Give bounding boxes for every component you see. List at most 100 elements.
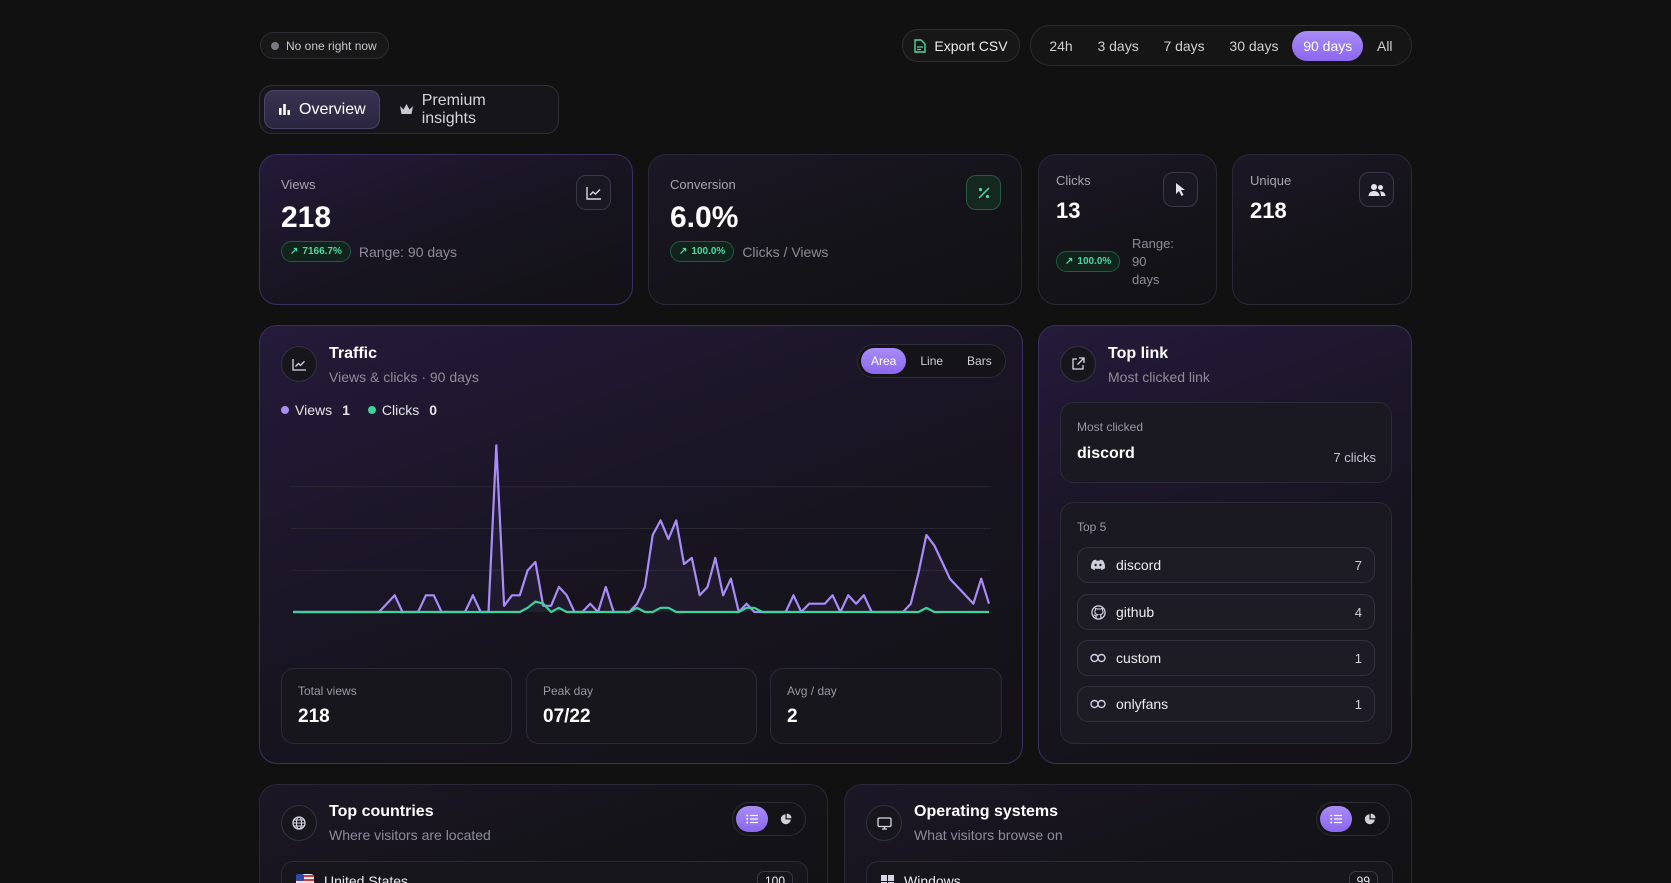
top-link-count: 1 <box>1354 650 1362 666</box>
range-24h[interactable]: 24h <box>1049 37 1073 54</box>
users-icon <box>1359 172 1394 207</box>
country-row[interactable]: United States 100 <box>281 861 808 883</box>
us-flag-icon <box>296 874 314 883</box>
globe-icon <box>281 805 317 841</box>
traffic-chart[interactable] <box>291 431 991 616</box>
mode-bars[interactable]: Bars <box>967 354 992 368</box>
top-countries-title: Top countries <box>329 803 434 820</box>
percent-icon <box>966 175 1001 210</box>
top-five-card: Top 5 discord 7 github 4 custom 1 <box>1060 502 1392 744</box>
presence-dot <box>271 41 279 50</box>
clicks-label: Clicks <box>1056 173 1091 188</box>
clicks-card: Clicks 13 ↗ 100.0% Range: 90 days <box>1038 154 1217 305</box>
summary-total-views: Total views 218 <box>281 668 512 744</box>
country-name: United States <box>324 873 409 883</box>
traffic-subtitle: Views & clicks · 90 days <box>329 369 479 385</box>
os-subtitle: What visitors browse on <box>914 827 1063 843</box>
os-name: Windows <box>904 873 961 883</box>
series-area-views <box>293 445 989 612</box>
cursor-icon <box>1163 172 1198 207</box>
views-range-note: Range: 90 days <box>358 243 457 260</box>
legend-clicks-swatch <box>367 406 376 414</box>
pie-view-button[interactable] <box>1354 806 1386 832</box>
summary-peak-day-label: Peak day <box>543 684 594 698</box>
tab-overview[interactable]: Overview <box>264 90 380 129</box>
list-view-button[interactable] <box>736 806 768 832</box>
clicks-value: 13 <box>1056 198 1081 223</box>
range-30-days[interactable]: 30 days <box>1229 37 1279 54</box>
top-link-row-onlyfans[interactable]: onlyfans 1 <box>1077 686 1375 722</box>
country-count: 100 <box>756 871 793 883</box>
windows-icon <box>881 874 894 883</box>
views-label: Views <box>281 177 316 192</box>
chart-legend: Views 1 Clicks 0 <box>281 402 437 418</box>
discord-icon <box>1090 557 1106 573</box>
top-link-subtitle: Most clicked link <box>1108 369 1210 385</box>
unique-card: Unique 218 <box>1232 154 1412 305</box>
os-title: Operating systems <box>914 803 1059 820</box>
list-icon <box>1330 814 1342 824</box>
views-change-badge: ↗ 7166.7% <box>281 241 351 262</box>
most-clicked-label: Most clicked <box>1077 420 1144 434</box>
unique-value: 218 <box>1250 198 1287 223</box>
chart-mode-selector: Area Line Bars <box>857 344 1006 378</box>
most-clicked-card: Most clicked discord 7 clicks <box>1060 402 1392 483</box>
list-icon <box>746 814 758 824</box>
clicks-range-note: Range: 90 days <box>1132 235 1174 289</box>
conversion-value: 6.0% <box>670 201 739 234</box>
series-line-clicks[interactable] <box>293 600 989 614</box>
summary-peak-day-value: 07/22 <box>543 706 591 727</box>
top-link-row-discord[interactable]: discord 7 <box>1077 547 1375 583</box>
summary-total-views-value: 218 <box>298 706 330 727</box>
top-link-row-custom[interactable]: custom 1 <box>1077 640 1375 676</box>
most-clicked-count: 7 clicks <box>1333 450 1376 465</box>
views-value: 218 <box>281 201 332 234</box>
top-link-count: 4 <box>1354 604 1362 620</box>
clicks-note-line1: Range: <box>1132 236 1174 251</box>
range-3-days[interactable]: 3 days <box>1097 37 1139 54</box>
legend-clicks-name: Clicks <box>381 402 420 418</box>
top-countries-panel: Top countries Where visitors are located… <box>259 784 828 883</box>
clicks-change-value: 100.0% <box>1077 256 1112 267</box>
top-link-count: 7 <box>1354 557 1362 573</box>
export-csv-button[interactable]: Export CSV <box>902 29 1020 62</box>
range-7-days[interactable]: 7 days <box>1163 37 1205 54</box>
os-count: 99 <box>1348 871 1378 883</box>
clicks-change-badge: ↗ 100.0% <box>1056 251 1121 272</box>
tab-premium-insights[interactable]: Premium insights <box>386 90 554 129</box>
top-link-count: 1 <box>1354 696 1362 712</box>
trend-up-icon: ↗ <box>679 246 688 257</box>
line-chart-icon <box>281 346 317 382</box>
top-countries-subtitle: Where visitors are located <box>329 827 491 843</box>
legend-clicks[interactable]: Clicks 0 <box>367 402 437 418</box>
legend-views[interactable]: Views 1 <box>281 402 350 418</box>
os-view-toggle <box>1316 802 1390 836</box>
traffic-panel: Traffic Views & clicks · 90 days Area Li… <box>259 325 1023 764</box>
os-row[interactable]: Windows 99 <box>866 861 1393 883</box>
top-link-name: custom <box>1116 650 1162 666</box>
summary-peak-day: Peak day 07/22 <box>526 668 757 744</box>
mode-line[interactable]: Line <box>920 354 944 368</box>
conversion-change-badge: ↗ 100.0% <box>670 241 735 262</box>
top-link-name: discord <box>1116 557 1162 573</box>
range-all[interactable]: All <box>1376 37 1393 54</box>
top-link-row-github[interactable]: github 4 <box>1077 594 1375 630</box>
clicks-note-line2: 90 <box>1132 254 1147 269</box>
presence-text: No one right now <box>286 38 377 53</box>
views-card: Views 218 ↗ 7166.7% Range: 90 days <box>259 154 633 305</box>
github-icon <box>1090 604 1106 620</box>
countries-view-toggle <box>732 802 806 836</box>
list-view-button[interactable] <box>1320 806 1352 832</box>
top-link-name: github <box>1116 604 1155 620</box>
range-90-days[interactable]: 90 days <box>1292 30 1364 61</box>
conversion-card: Conversion 6.0% ↗ 100.0% Clicks / Views <box>648 154 1022 305</box>
monitor-icon <box>866 805 902 841</box>
link-icon <box>1090 696 1106 712</box>
summary-avg-day-value: 2 <box>787 706 798 727</box>
mode-area[interactable]: Area <box>861 348 907 374</box>
bar-chart-icon <box>278 103 291 116</box>
pie-view-button[interactable] <box>770 806 802 832</box>
time-range-selector: 24h 3 days 7 days 30 days 90 days All <box>1030 25 1412 66</box>
external-link-icon <box>1060 346 1096 382</box>
views-change-value: 7166.7% <box>302 246 342 257</box>
